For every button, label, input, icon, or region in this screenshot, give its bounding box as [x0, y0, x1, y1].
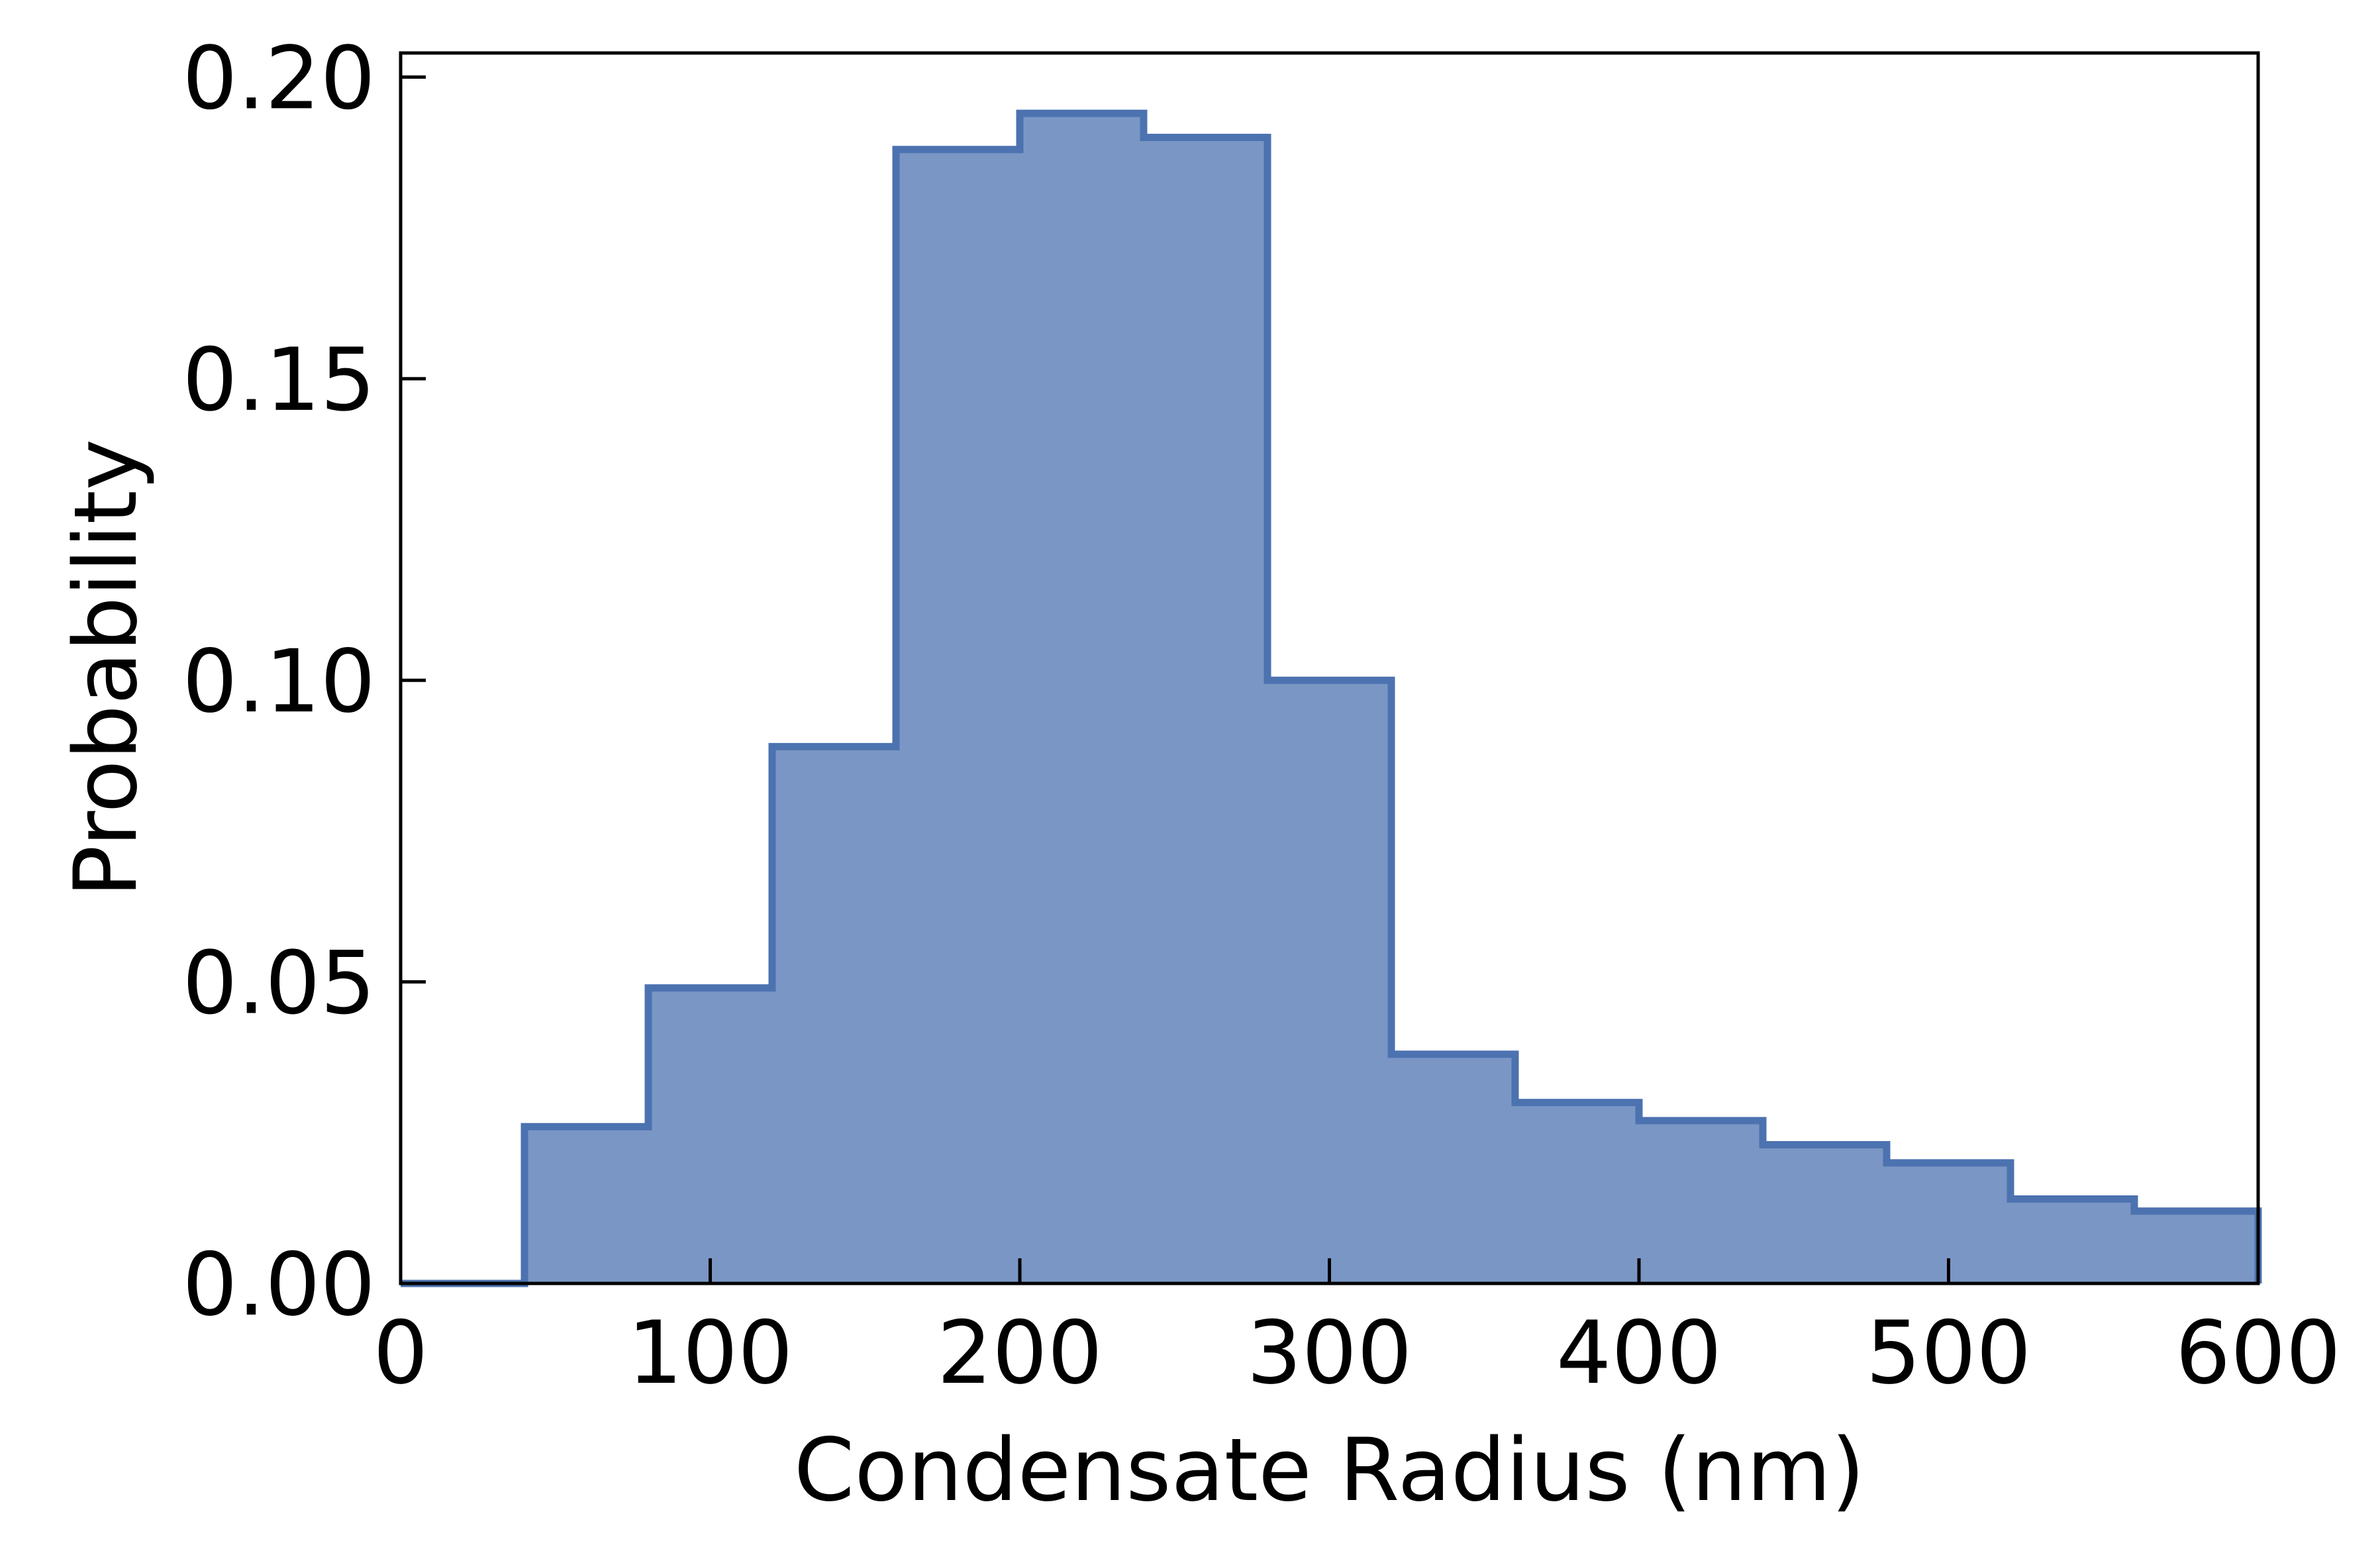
y-axis-ticks: 0.00 0.05 0.10 0.15 0.20 [182, 27, 426, 1335]
x-tick-label: 200 [937, 1302, 1103, 1403]
histogram-bar [1515, 1102, 1640, 1283]
y-tick-label: 0.15 [182, 329, 375, 430]
y-tick-label: 0.10 [182, 630, 375, 732]
histogram-bar [2010, 1199, 2135, 1283]
x-axis-label: Condensate Radius (nm) [794, 1419, 1865, 1521]
x-tick-label: 300 [1246, 1302, 1412, 1403]
x-tick-label: 500 [1865, 1302, 2031, 1403]
histogram-bar [648, 987, 773, 1283]
histogram-bar [1391, 1054, 1516, 1283]
y-axis-label: Probability [55, 439, 156, 897]
x-axis-ticks: 0 100 200 300 400 500 600 [373, 1258, 2341, 1403]
histogram-bar [1020, 113, 1144, 1284]
histogram-bar [1639, 1121, 1763, 1283]
y-tick-label: 0.00 [182, 1234, 375, 1335]
histogram-bar [1267, 680, 1392, 1283]
histogram-bar [1144, 137, 1268, 1284]
x-tick-label: 600 [2175, 1302, 2341, 1403]
histogram-step-outline [401, 109, 2262, 1287]
histogram-bar [524, 1126, 649, 1283]
y-tick-label: 0.20 [182, 27, 375, 128]
x-tick-label: 100 [627, 1302, 793, 1403]
histogram-bar [896, 149, 1020, 1284]
x-tick-label: 400 [1556, 1302, 1722, 1403]
histogram-bars [524, 113, 2259, 1284]
histogram-bar [2134, 1211, 2259, 1283]
histogram-bar [772, 746, 897, 1283]
y-tick-label: 0.05 [182, 932, 375, 1034]
x-tick-label: 0 [373, 1302, 428, 1403]
histogram-bar [1763, 1144, 1887, 1283]
